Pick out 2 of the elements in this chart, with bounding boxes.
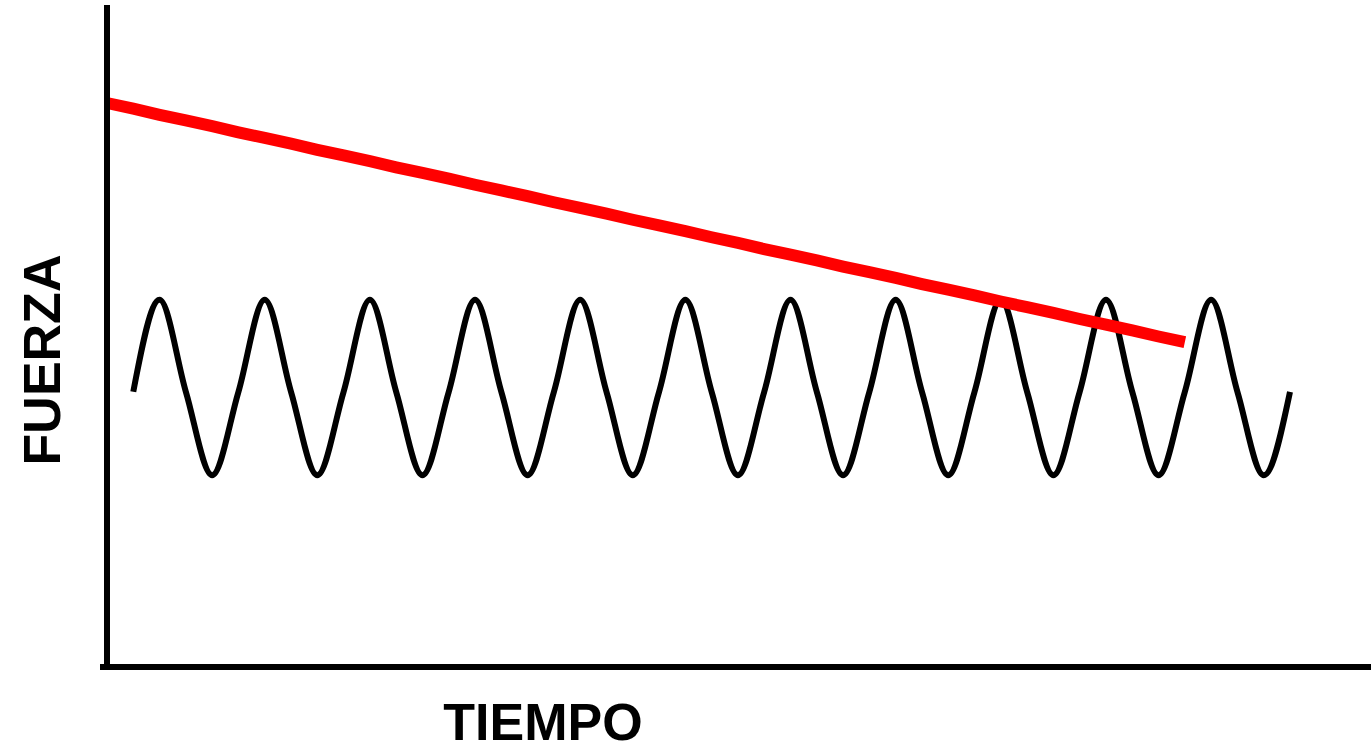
x-axis-title: TIEMPO xyxy=(443,693,643,750)
y-axis-title: FUERZA xyxy=(13,254,71,466)
